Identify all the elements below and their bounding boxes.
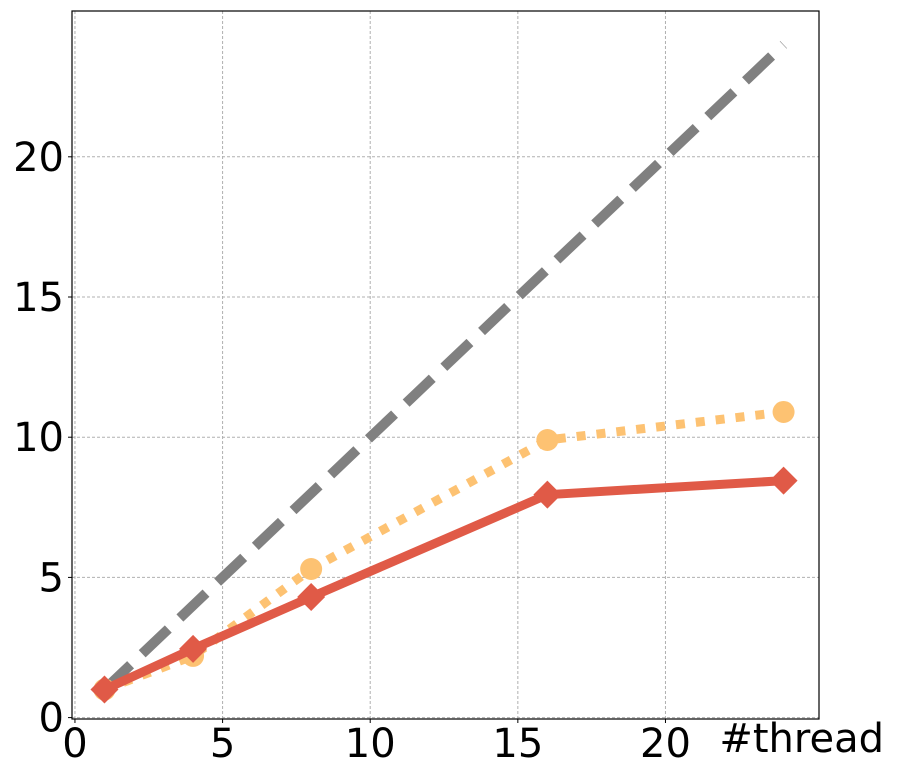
series-1-point [300, 557, 323, 580]
series-2-line [102, 476, 784, 694]
series-2-point [533, 480, 562, 509]
x-tick-label: 15 [492, 721, 543, 767]
series-1-point [772, 400, 795, 423]
series-1-point [536, 429, 559, 452]
x-axis-label: #thread [719, 716, 884, 762]
plot-frame [71, 10, 820, 720]
x-tick-label: 10 [345, 721, 396, 767]
series-2-point [769, 466, 798, 495]
x-tick-label: 20 [640, 721, 691, 767]
y-tick-label: 5 [39, 555, 64, 601]
y-tick-label: 10 [13, 415, 64, 461]
series-2-point [179, 634, 208, 663]
series-layer [90, 41, 798, 704]
series-2-point [90, 675, 119, 704]
y-tick-label: 15 [13, 275, 64, 321]
grid-lines [72, 11, 819, 719]
series-0-line [101, 41, 788, 694]
x-tick-label: 0 [62, 721, 87, 767]
y-tick-label: 0 [39, 696, 64, 742]
tick-labels: 0 5 10 15 20 0 5 10 15 20 [13, 135, 691, 767]
x-tick-label: 5 [210, 721, 235, 767]
y-tick-label: 20 [13, 135, 64, 181]
series-2-point [297, 583, 326, 612]
